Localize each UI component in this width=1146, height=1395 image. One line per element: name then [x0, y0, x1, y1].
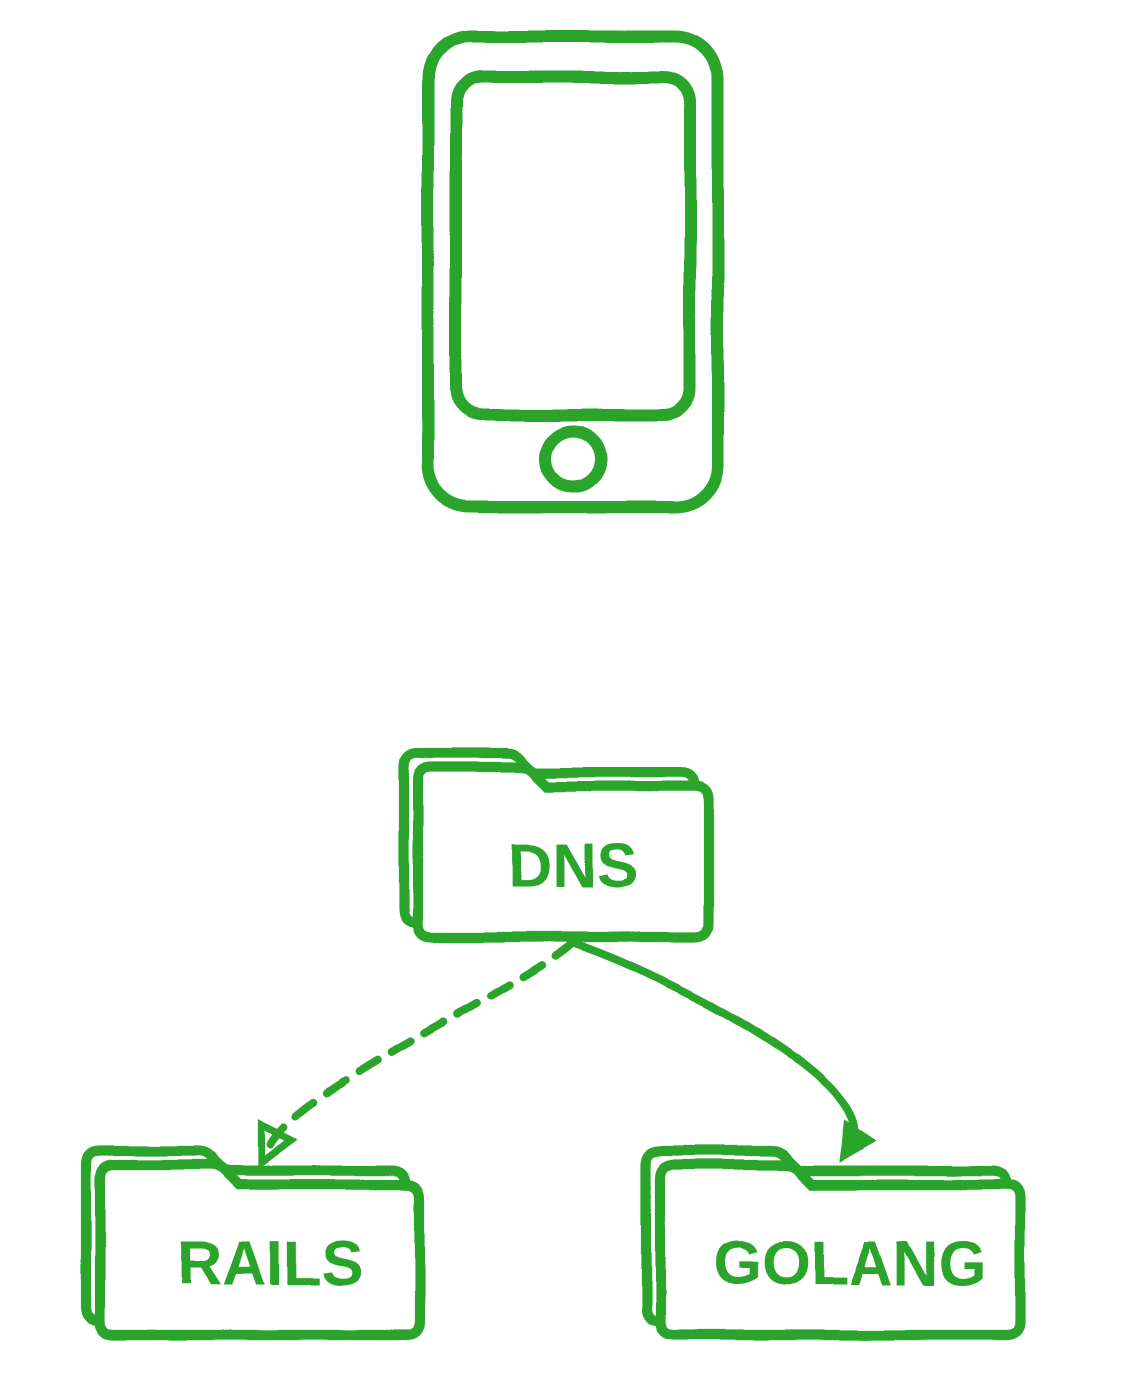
edge-dns-to-rails — [270, 943, 573, 1147]
phone-node — [428, 37, 718, 507]
rails-node: RAILS — [86, 1151, 420, 1335]
dns-label: DNS — [508, 831, 639, 900]
dns-node: DNS — [404, 753, 708, 937]
edge-dns-to-golang — [573, 943, 855, 1147]
rails-label: RAILS — [177, 1229, 363, 1298]
golang-node: GOLANG — [646, 1151, 1020, 1335]
golang-label: GOLANG — [714, 1229, 986, 1298]
